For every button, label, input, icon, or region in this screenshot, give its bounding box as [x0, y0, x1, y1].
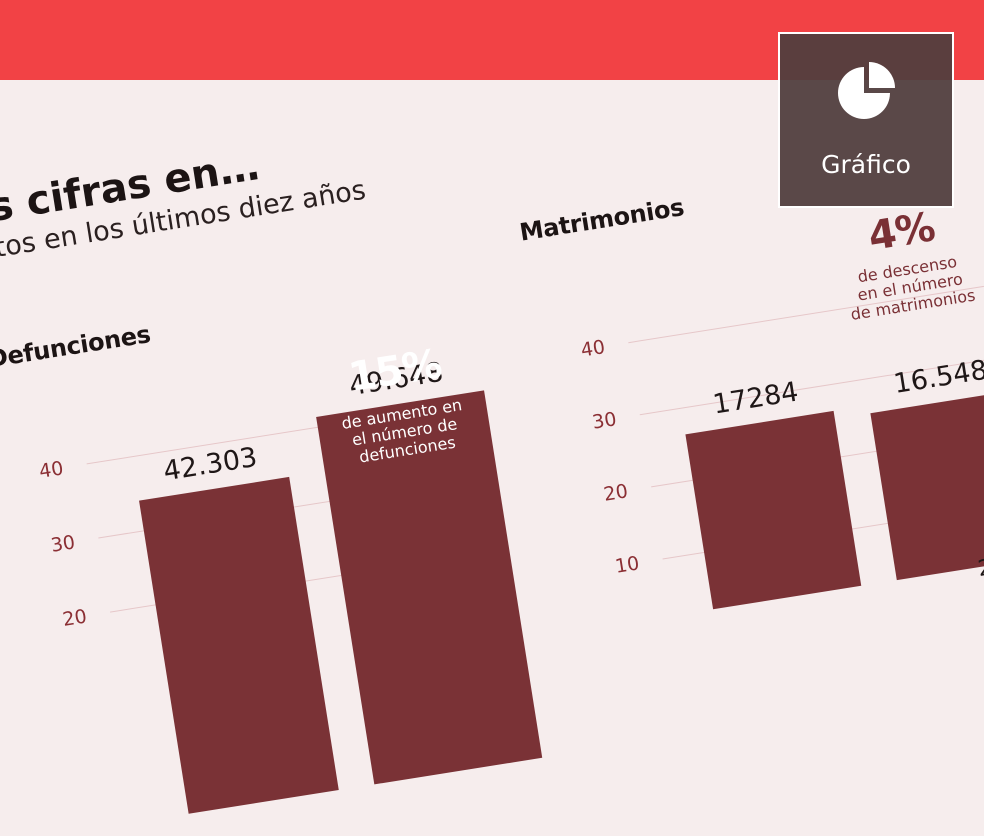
- y-tick-label: 10: [613, 552, 641, 578]
- y-tick-label: 20: [602, 480, 630, 506]
- y-tick-label: 30: [590, 408, 619, 434]
- bar-matrimonios-2: [870, 389, 984, 581]
- chart-badge[interactable]: Gráfico: [778, 32, 954, 208]
- y-tick-label: 30: [49, 531, 77, 557]
- badge-label: Gráfico: [821, 150, 911, 179]
- y-tick-label: 40: [37, 457, 65, 483]
- y-tick-label: 20: [61, 605, 89, 631]
- pie-chart-icon: [838, 62, 895, 119]
- bar-matrimonios-1: [685, 411, 862, 610]
- data-label: 16.548: [891, 354, 984, 400]
- y-tick-label: 40: [579, 336, 607, 362]
- chart-title: Defunciones: [0, 320, 153, 374]
- bar-defunciones-1: [139, 476, 339, 814]
- x-tick-label: 20: [976, 553, 984, 583]
- chart-title: Matrimonios: [517, 193, 686, 247]
